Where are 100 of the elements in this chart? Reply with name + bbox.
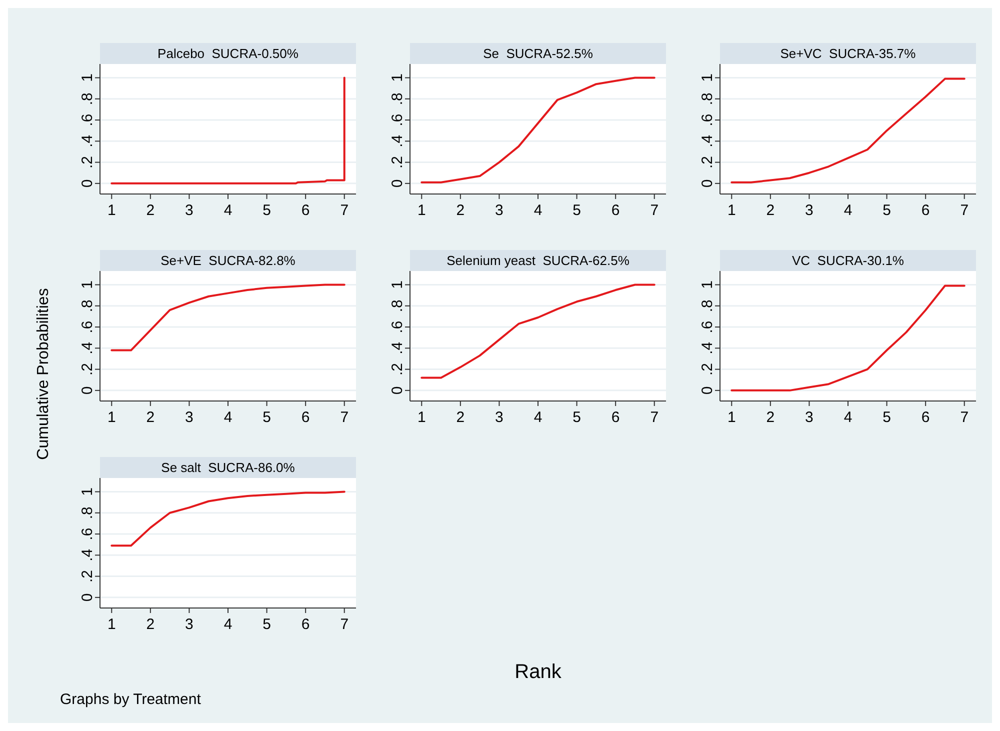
y-tick-label: 1 [389, 74, 406, 82]
y-tick-label: .8 [79, 506, 96, 520]
y-tick-label: .2 [389, 156, 406, 169]
x-tick-label: 7 [960, 202, 969, 219]
line-series [730, 284, 966, 392]
x-tick-label: 1 [107, 202, 116, 219]
y-tick-label: .6 [699, 114, 716, 126]
x-tick-label: 6 [301, 616, 310, 633]
y-tick-label: .6 [79, 320, 96, 334]
y-tick-label: 1 [699, 280, 716, 289]
x-tick-label: 4 [844, 409, 852, 426]
y-tick-label: .8 [389, 92, 406, 106]
x-axis-title: Rank [514, 661, 562, 683]
y-tick-label: 1 [79, 280, 96, 289]
chart-title: VC SUCRA-30.1% [792, 253, 904, 268]
y-tick-label: .6 [699, 320, 716, 334]
x-tick-label: 1 [727, 202, 736, 219]
x-tick-label: 5 [572, 409, 581, 426]
y-tick-label: 1 [79, 488, 96, 496]
x-tick-label: 2 [146, 409, 155, 426]
x-tick-label: 5 [882, 202, 891, 219]
line-series [110, 284, 346, 352]
x-tick-label: 4 [224, 409, 232, 426]
y-tick-label: 1 [389, 280, 406, 289]
y-tick-label: .6 [79, 528, 96, 540]
line-series [730, 78, 966, 184]
y-axis-title: Cumulative Probabilities [35, 288, 52, 460]
y-tick-label: 0 [79, 593, 96, 602]
x-tick-label: 7 [650, 409, 659, 426]
x-tick-label: 2 [456, 409, 465, 426]
y-tick-label: .2 [389, 363, 406, 376]
y-tick-label: .8 [699, 300, 716, 312]
x-tick-label: 3 [185, 202, 194, 219]
x-tick-label: 6 [921, 202, 930, 219]
chart-title: Se+VC SUCRA-35.7% [780, 46, 916, 61]
y-tick-label: .4 [79, 134, 96, 148]
y-tick-label: .2 [699, 363, 716, 376]
x-tick-label: 6 [301, 202, 310, 219]
y-tick-label: .4 [79, 548, 96, 562]
y-tick-label: 1 [79, 74, 96, 82]
x-tick-label: 6 [921, 409, 930, 426]
x-tick-label: 3 [495, 409, 504, 426]
y-tick-label: 0 [79, 179, 96, 188]
y-tick-label: .2 [699, 156, 716, 169]
x-tick-label: 5 [572, 202, 581, 219]
x-tick-label: 3 [185, 616, 194, 633]
y-tick-label: .4 [389, 134, 406, 148]
x-tick-label: 3 [185, 409, 194, 426]
x-tick-label: 6 [301, 409, 310, 426]
x-tick-label: 2 [146, 202, 155, 219]
y-tick-label: .2 [79, 363, 96, 376]
y-tick-label: .4 [699, 342, 716, 354]
y-tick-label: .4 [79, 342, 96, 354]
line-series [420, 76, 656, 184]
x-tick-label: 1 [417, 202, 426, 219]
x-tick-label: 2 [456, 202, 465, 219]
x-tick-label: 2 [766, 202, 775, 219]
x-tick-label: 7 [340, 616, 349, 633]
x-tick-label: 5 [882, 409, 891, 426]
x-tick-label: 3 [805, 202, 814, 219]
y-tick-label: .4 [699, 134, 716, 148]
line-series [110, 76, 346, 184]
y-tick-label: 0 [699, 179, 716, 188]
y-tick-label: .6 [79, 114, 96, 126]
text: Graphs by Treatment [60, 691, 202, 708]
x-tick-label: 7 [340, 202, 349, 219]
x-tick-label: 3 [495, 202, 504, 219]
y-tick-label: 0 [699, 386, 716, 395]
x-tick-label: 5 [262, 409, 271, 426]
chart-title: Palcebo SUCRA-0.50% [158, 46, 299, 61]
y-tick-label: .6 [389, 320, 406, 334]
y-tick-label: 0 [389, 386, 406, 395]
y-tick-label: .8 [699, 92, 716, 106]
y-tick-label: .8 [79, 300, 96, 312]
x-tick-label: 5 [262, 202, 271, 219]
x-tick-label: 7 [960, 409, 969, 426]
x-tick-label: 7 [340, 409, 349, 426]
chart-title: Se salt SUCRA-86.0% [161, 460, 296, 475]
y-tick-label: 0 [389, 179, 406, 188]
x-tick-label: 2 [766, 409, 775, 426]
y-tick-label: .8 [79, 92, 96, 106]
x-tick-label: 6 [611, 409, 620, 426]
line-series [110, 490, 346, 547]
chart-title: Se+VE SUCRA-82.8% [160, 253, 296, 268]
chart-title: Se SUCRA-52.5% [483, 46, 594, 61]
x-tick-label: 7 [650, 202, 659, 219]
line-series [420, 284, 656, 379]
x-tick-label: 4 [224, 202, 232, 219]
x-tick-label: 1 [107, 616, 116, 633]
x-tick-label: 4 [534, 409, 542, 426]
y-tick-label: .4 [389, 342, 406, 354]
x-tick-label: 2 [146, 616, 155, 633]
y-tick-label: .8 [389, 300, 406, 312]
x-tick-label: 6 [611, 202, 620, 219]
x-tick-label: 5 [262, 616, 271, 633]
y-tick-label: .6 [389, 114, 406, 126]
x-tick-label: 4 [534, 202, 542, 219]
x-tick-label: 1 [727, 409, 736, 426]
y-tick-label: .2 [79, 156, 96, 169]
x-tick-label: 1 [417, 409, 426, 426]
